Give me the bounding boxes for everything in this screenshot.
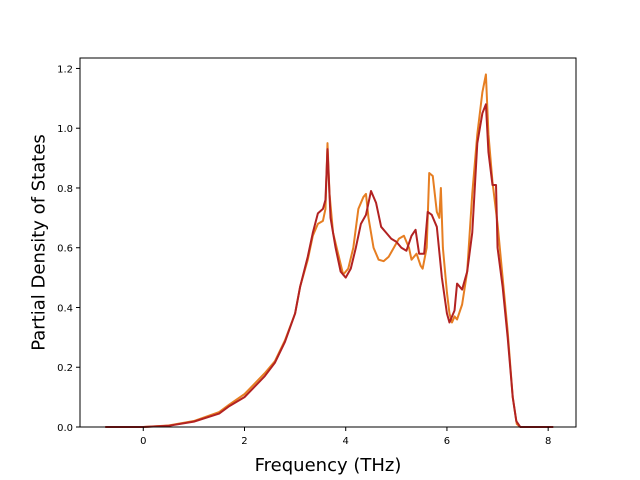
y-axis-label: Partial Density of States: [29, 134, 50, 351]
x-tick-label: 8: [545, 436, 551, 447]
y-axis: 0.0 0.2 0.4 0.6 0.8 1.0 1.2: [57, 64, 80, 434]
y-tick-label: 0.0: [57, 423, 73, 434]
y-tick-label: 0.2: [57, 363, 73, 374]
y-tick-label: 1.0: [57, 124, 73, 135]
x-tick-label: 4: [343, 436, 349, 447]
y-tick-label: 0.6: [57, 244, 73, 255]
y-tick-label: 0.8: [57, 184, 73, 195]
x-tick-label: 0: [140, 436, 146, 447]
series-layer: [105, 73, 554, 428]
y-tick-label: 0.4: [57, 303, 73, 314]
plot-frame: [79, 57, 577, 428]
y-tick-label: 1.2: [57, 64, 73, 75]
series-line-2: [105, 103, 554, 428]
x-axis: 0 2 4 6 8: [140, 427, 551, 447]
x-tick-label: 6: [444, 436, 450, 447]
x-tick-label: 2: [241, 436, 247, 447]
x-axis-label: Frequency (THz): [255, 455, 402, 476]
